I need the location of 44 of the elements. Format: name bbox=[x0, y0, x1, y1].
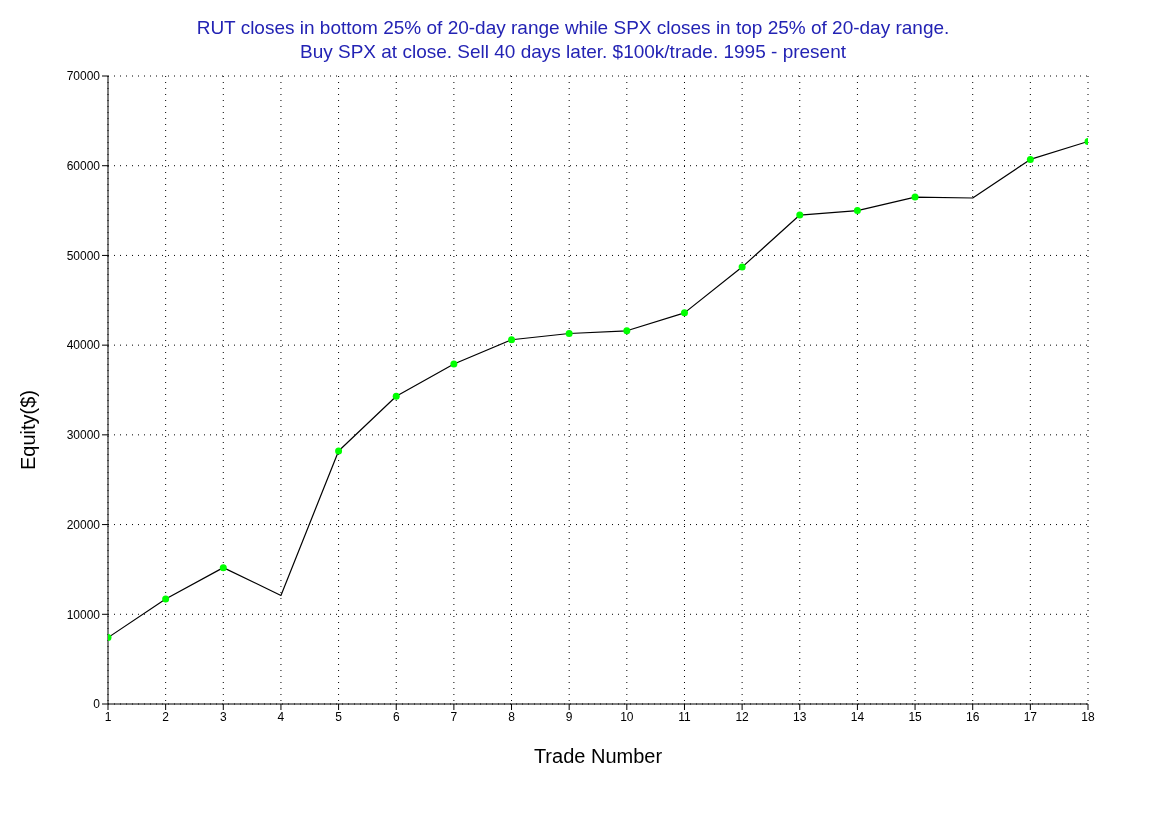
x-tick-label: 5 bbox=[335, 709, 343, 724]
x-tick-label: 11 bbox=[678, 709, 692, 724]
point bbox=[680, 309, 688, 317]
chart-subtitle: Buy SPX at close. Sell 40 days later. $100k/trade. 1995 - present bbox=[298, 40, 847, 64]
point bbox=[853, 207, 861, 215]
y-axis-title: Equity($) bbox=[17, 390, 40, 471]
x-tick-label: 16 bbox=[966, 709, 980, 724]
x-tick-label: 9 bbox=[565, 709, 573, 724]
x-axis-title: Trade Number bbox=[533, 745, 663, 768]
x-tick-label: 18 bbox=[1081, 709, 1095, 724]
x-tick-label: 12 bbox=[735, 709, 750, 724]
x-tick-label: 6 bbox=[392, 709, 400, 724]
x-tick-label: 3 bbox=[219, 709, 227, 724]
x-tick-label: 15 bbox=[908, 709, 923, 724]
x-tick-label: 1 bbox=[104, 709, 112, 724]
point bbox=[508, 336, 516, 344]
point bbox=[1026, 155, 1034, 163]
point bbox=[565, 329, 573, 337]
point bbox=[911, 193, 919, 201]
chart-title: RUT closes in bottom 25% of 20-day range while SPX closes in top 25% of 20-day range. bbox=[195, 16, 951, 40]
x-tick-label: 4 bbox=[277, 709, 285, 724]
x-tick-label: 13 bbox=[793, 709, 807, 724]
x-tick-label: 10 bbox=[620, 709, 634, 724]
y-tick-label: 50000 bbox=[66, 248, 101, 263]
y-tick-label: 60000 bbox=[66, 158, 101, 173]
x-tick-label: 17 bbox=[1023, 709, 1038, 724]
point bbox=[162, 595, 170, 603]
y-tick-label: 70000 bbox=[66, 69, 101, 84]
x-tick-label: 7 bbox=[450, 709, 458, 724]
point bbox=[335, 447, 343, 455]
point bbox=[392, 392, 400, 400]
point bbox=[623, 327, 631, 335]
y-tick-label: 40000 bbox=[66, 338, 101, 353]
y-tick-label: 10000 bbox=[66, 607, 101, 622]
y-tick-label: 20000 bbox=[66, 517, 101, 532]
x-tick-label: 8 bbox=[508, 709, 516, 724]
point bbox=[796, 211, 804, 219]
point bbox=[219, 564, 227, 572]
x-tick-label: 14 bbox=[850, 709, 865, 724]
point bbox=[450, 360, 458, 368]
y-tick-label: 30000 bbox=[66, 428, 101, 443]
x-tick-label: 2 bbox=[162, 709, 170, 724]
y-tick-label: 0 bbox=[93, 697, 101, 712]
point bbox=[738, 263, 746, 271]
